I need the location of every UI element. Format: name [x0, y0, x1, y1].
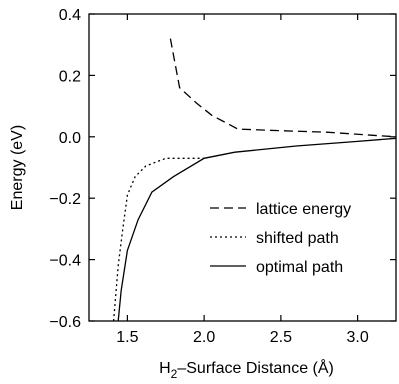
legend-label-lattice-energy: lattice energy	[256, 201, 351, 218]
y-tick-label: −0.4	[49, 253, 81, 270]
legend-label-optimal-path: optimal path	[256, 259, 343, 276]
y-axis-ticks: −0.6 −0.4 −0.2 0.0 0.2 0.4	[49, 7, 396, 331]
x-tick-label: 2.0	[193, 329, 215, 346]
series-curves	[112, 38, 397, 322]
y-tick-label: −0.6	[49, 314, 81, 331]
x-tick-label: 3.0	[347, 329, 369, 346]
y-tick-label: −0.2	[49, 191, 81, 208]
y-tick-label: 0.0	[59, 130, 81, 147]
x-tick-label: 2.5	[270, 329, 292, 346]
y-axis-title: Energy (eV)	[9, 125, 26, 210]
x-axis-title-pre: H	[159, 360, 171, 377]
x-tick-label: 1.5	[116, 329, 138, 346]
x-axis-title-post: –Surface Distance (Å)	[177, 358, 334, 377]
legend: lattice energy shifted path optimal path	[210, 201, 351, 276]
series-line-shifted-path	[112, 157, 205, 322]
legend-label-shifted-path: shifted path	[256, 230, 339, 247]
series-line-lattice-energy	[169, 38, 397, 138]
plot-frame	[88, 13, 397, 322]
y-tick-label: 0.2	[59, 68, 81, 85]
x-axis-title: H2–Surface Distance (Å)	[159, 358, 334, 381]
series-line-optimal-path	[117, 137, 397, 322]
x-axis-title-sub: 2	[171, 367, 178, 381]
y-tick-label: 0.4	[59, 7, 81, 24]
x-axis-ticks: 1.5 2.0 2.5 3.0	[116, 14, 369, 346]
